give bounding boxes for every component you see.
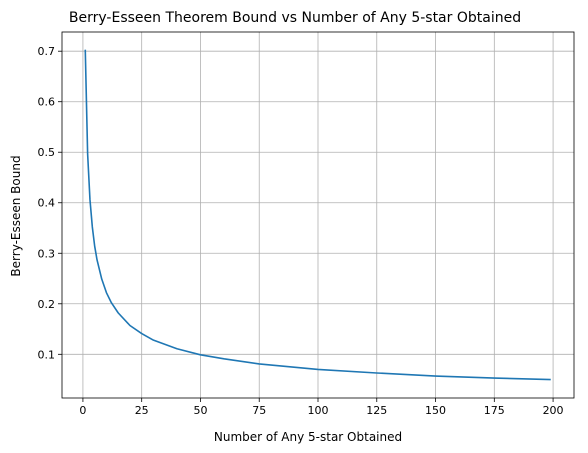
- y-axis-ticks: 0.1 0.2 0.3 0.4 0.5 0.6 0.7: [38, 45, 62, 361]
- y-tick-label: 0.2: [38, 298, 56, 311]
- y-tick-label: 0.1: [38, 348, 56, 361]
- x-tick-label: 175: [484, 404, 505, 417]
- y-tick-label: 0.5: [38, 146, 56, 159]
- x-axis-label: Number of Any 5-star Obtained: [214, 430, 402, 444]
- x-tick-label: 100: [308, 404, 329, 417]
- x-tick-label: 25: [135, 404, 149, 417]
- y-tick-label: 0.3: [38, 247, 56, 260]
- y-tick-label: 0.7: [38, 45, 56, 58]
- x-axis-ticks: 0 25 50 75 100 125 150 175 200: [79, 398, 564, 417]
- x-tick-label: 200: [543, 404, 564, 417]
- x-tick-label: 75: [252, 404, 266, 417]
- x-tick-label: 150: [425, 404, 446, 417]
- series-layer: [84, 49, 551, 381]
- series-line: [84, 49, 551, 381]
- y-tick-label: 0.6: [38, 96, 56, 109]
- grid: [62, 32, 574, 398]
- x-tick-label: 50: [193, 404, 207, 417]
- y-tick-label: 0.4: [38, 197, 56, 210]
- chart-title: Berry-Esseen Theorem Bound vs Number of …: [69, 10, 521, 26]
- x-tick-label: 125: [366, 404, 387, 417]
- y-axis-label: Berry-Esseen Bound: [9, 155, 23, 276]
- x-tick-label: 0: [79, 404, 86, 417]
